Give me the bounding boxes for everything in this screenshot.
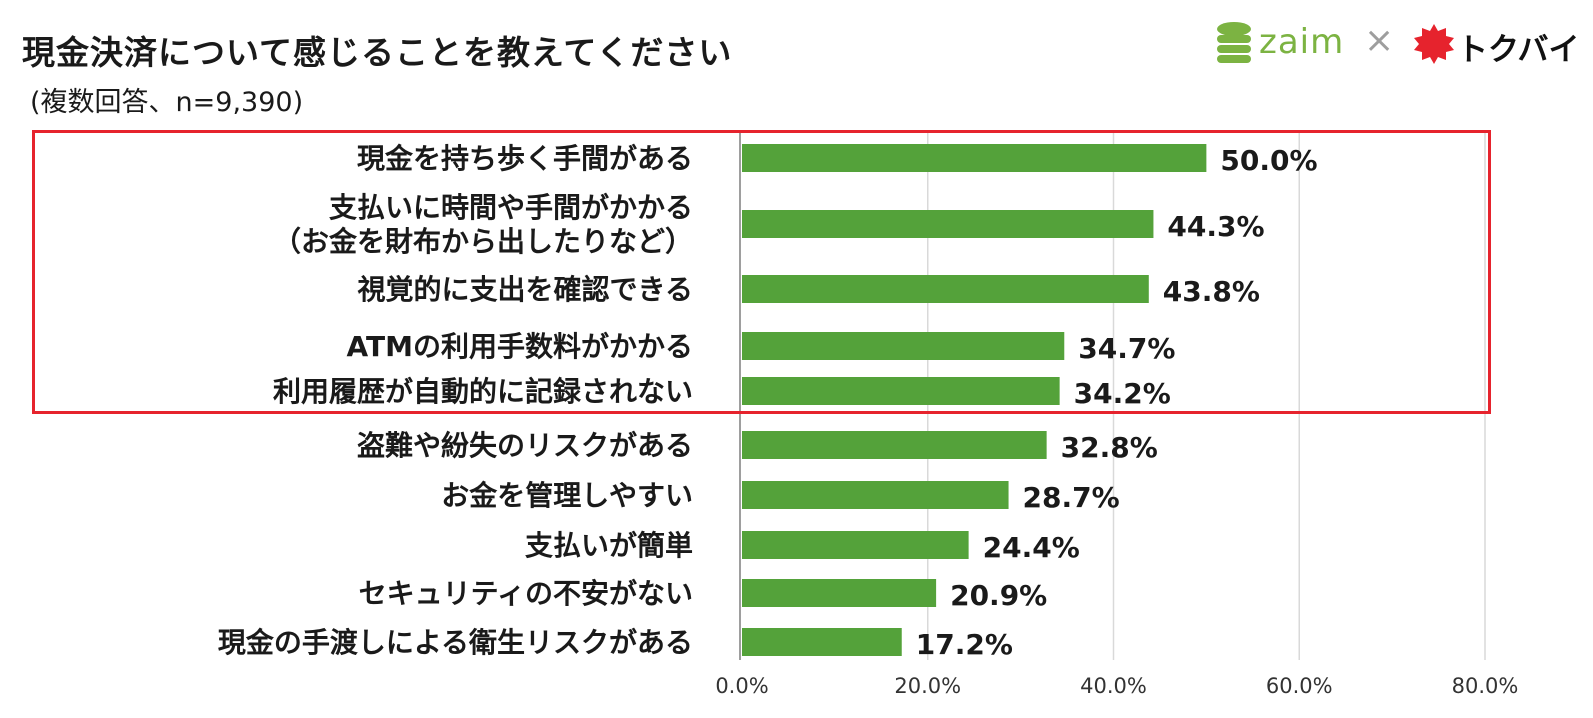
chart-subtitle: (複数回答、n=9,390) (30, 87, 304, 118)
x-tick-label-20: 20.0% (894, 674, 961, 698)
value-label-1: 50.0% (1220, 144, 1317, 177)
bar-layer (742, 144, 1207, 656)
bar-9 (742, 579, 937, 607)
category-label-7: お金を管理しやすい (441, 479, 693, 512)
bar-3 (742, 275, 1149, 303)
category-label-4: ATMの利用手数料がかかる (347, 330, 693, 363)
category-label-9: セキュリティの不安がない (359, 577, 693, 610)
category-label-8: 支払いが簡単 (525, 529, 693, 562)
bar-1 (742, 144, 1207, 172)
value-label-7: 28.7% (1023, 481, 1120, 514)
bar-8 (742, 531, 969, 559)
tokubai-logo-text: トクバイ (1457, 32, 1580, 68)
category-label-6: 盗難や紛失のリスクがある (357, 429, 693, 462)
x-tick-label-0: 0.0% (715, 674, 768, 698)
value-label-layer: 50.0% 44.3% 43.8% 34.7% 34.2% 32.8% 28.7% 24.4%… (916, 144, 1318, 661)
category-label-5: 利用履歴が自動的に記録されない (273, 375, 693, 408)
category-label-3: 視覚的に支出を確認できる (358, 273, 693, 306)
bar-5 (742, 377, 1060, 405)
value-label-6: 32.8% (1061, 431, 1158, 464)
x-tick-label-60: 60.0% (1266, 674, 1333, 698)
brand-logos: zaim × トクバイ (1214, 18, 1584, 68)
x-tick-layer: 0.0% 20.0% 40.0% 60.0% 80.0% (715, 674, 1518, 698)
zaim-coin-icon (1217, 22, 1251, 63)
category-label-2-line-1: 支払いに時間や手間がかかる (329, 191, 693, 224)
highlight-box (32, 130, 1491, 414)
value-label-9: 20.9% (950, 579, 1047, 612)
category-label-1: 現金を持ち歩く手間がある (357, 142, 693, 175)
zaim-logo-text: zaim (1259, 22, 1345, 62)
bar-6 (742, 431, 1047, 459)
category-label-10: 現金の手渡しによる衛生リスクがある (218, 626, 693, 659)
bar-10 (742, 628, 902, 656)
category-label-2-line-2: （お金を財布から出したりなど） (273, 225, 693, 258)
bar-2 (742, 210, 1154, 238)
value-label-4: 34.7% (1078, 332, 1175, 365)
value-label-10: 17.2% (916, 628, 1013, 661)
value-label-2: 44.3% (1167, 210, 1264, 243)
category-label-layer: 現金を持ち歩く手間がある支払いに時間や手間がかかる（お金を財布から出したりなど）… (218, 142, 693, 659)
x-tick-label-40: 40.0% (1080, 674, 1147, 698)
x-tick-label-80: 80.0% (1452, 674, 1519, 698)
bar-7 (742, 481, 1009, 509)
bar-4 (742, 332, 1065, 360)
value-label-8: 24.4% (983, 531, 1080, 564)
value-label-5: 34.2% (1074, 377, 1171, 410)
value-label-3: 43.8% (1163, 275, 1260, 308)
collab-times-symbol: × (1364, 20, 1395, 61)
tokubai-burst-icon (1414, 24, 1454, 64)
chart-title: 現金決済について感じることを教えてください (22, 33, 733, 72)
